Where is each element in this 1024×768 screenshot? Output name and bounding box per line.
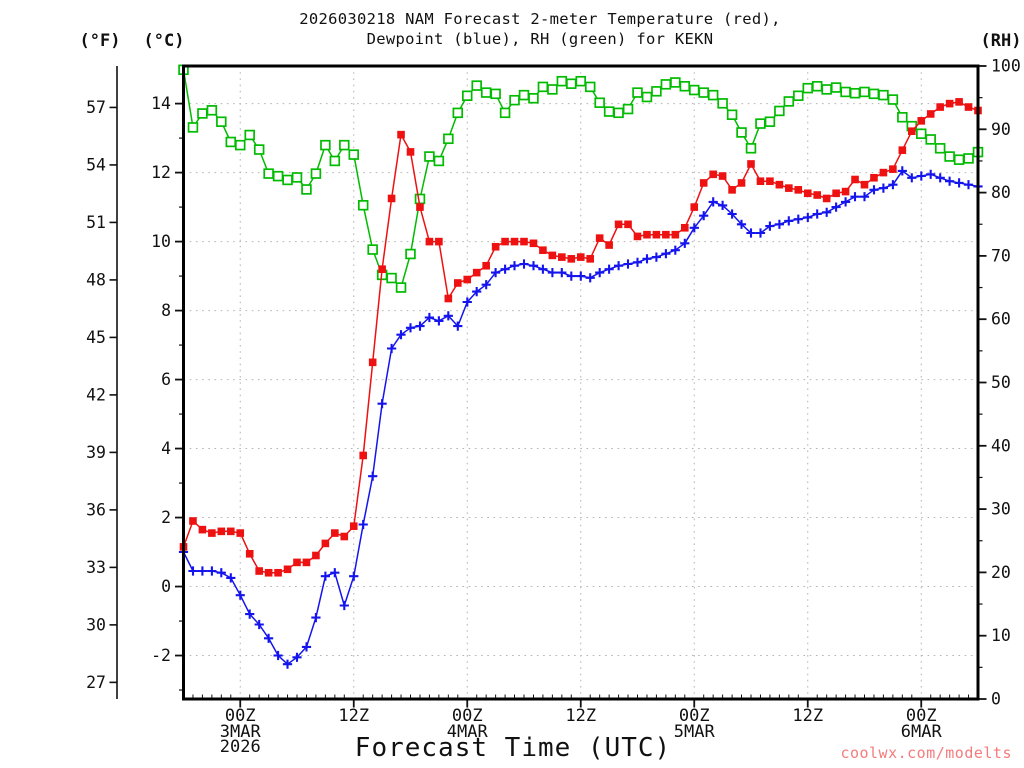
rh-series bbox=[178, 64, 984, 293]
chart-title-line2: Dewpoint (blue), RH (green) for KEKN bbox=[366, 30, 714, 48]
x-tick-year-label: 2026 bbox=[220, 737, 261, 757]
fahrenheit-tick-label: 42 bbox=[86, 385, 106, 404]
plot-frame bbox=[182, 64, 980, 701]
celsius-axis-header: (°C) bbox=[143, 31, 185, 51]
celsius-tick-label: 12 bbox=[151, 163, 171, 182]
x-tick-date-label: 6MAR bbox=[901, 722, 943, 742]
fahrenheit-tick-label: 36 bbox=[86, 500, 106, 519]
x-tick-date-label: 5MAR bbox=[674, 722, 716, 742]
fahrenheit-tick-label: 54 bbox=[86, 155, 106, 174]
x-tick-time-label: 00Z bbox=[906, 706, 937, 726]
x-tick-date-label: 4MAR bbox=[447, 722, 489, 742]
fahrenheit-tick-label: 57 bbox=[86, 98, 106, 117]
celsius-tick-label: 8 bbox=[161, 301, 171, 320]
fahrenheit-tick-label: 51 bbox=[86, 213, 106, 232]
watermark-link[interactable]: coolwx.com/modelts bbox=[840, 744, 1012, 762]
dewpoint-series bbox=[178, 166, 983, 669]
x-tick-time-label: 00Z bbox=[225, 706, 256, 726]
temperature-series bbox=[179, 98, 982, 577]
rh-tick-label: 0 bbox=[991, 690, 1001, 709]
rh-tick-label: 80 bbox=[991, 183, 1011, 202]
rh-tick-label: 40 bbox=[991, 436, 1011, 455]
x-tick-time-label: 12Z bbox=[565, 706, 596, 726]
celsius-tick-label: 6 bbox=[161, 370, 171, 389]
rh-tick-label: 70 bbox=[991, 246, 1011, 265]
rh-tick-label: 10 bbox=[991, 626, 1011, 645]
celsius-axis: 14 12 10 8 6 4 2 0 -2 bbox=[151, 68, 184, 691]
fahrenheit-axis: 57 54 51 48 45 42 39 36 33 30 27 bbox=[86, 66, 118, 699]
celsius-tick-label: 10 bbox=[151, 232, 171, 251]
x-tick-time-label: 12Z bbox=[338, 706, 369, 726]
fahrenheit-tick-label: 30 bbox=[86, 615, 106, 634]
fahrenheit-tick-label: 39 bbox=[86, 443, 106, 462]
fahrenheit-tick-label: 48 bbox=[86, 270, 106, 289]
rh-tick-label: 30 bbox=[991, 500, 1011, 519]
chart-title-line1: 2026030218 NAM Forecast 2-meter Temperat… bbox=[299, 10, 781, 28]
fahrenheit-tick-label: 45 bbox=[86, 328, 106, 347]
x-tick-time-label: 00Z bbox=[452, 706, 483, 726]
fahrenheit-axis-header: (°F) bbox=[79, 31, 121, 51]
rh-tick-label: 90 bbox=[991, 120, 1011, 139]
celsius-tick-label: 4 bbox=[161, 439, 171, 458]
celsius-tick-label: -2 bbox=[151, 646, 171, 665]
fahrenheit-tick-label: 33 bbox=[86, 558, 106, 577]
gridlines bbox=[183, 66, 978, 699]
rh-tick-label: 100 bbox=[991, 57, 1021, 76]
celsius-tick-label: 2 bbox=[161, 508, 171, 527]
fahrenheit-tick-label: 27 bbox=[86, 673, 106, 692]
rh-axis-header: (RH) bbox=[980, 31, 1022, 51]
x-tick-date-label: 3MAR bbox=[220, 722, 262, 742]
celsius-tick-label: 14 bbox=[151, 94, 171, 113]
rh-tick-label: 20 bbox=[991, 563, 1011, 582]
x-axis-title: Forecast Time (UTC) bbox=[354, 733, 672, 763]
x-tick-time-label: 00Z bbox=[679, 706, 710, 726]
celsius-tick-label: 0 bbox=[161, 577, 171, 596]
rh-tick-label: 60 bbox=[991, 310, 1011, 329]
x-tick-time-label: 12Z bbox=[792, 706, 823, 726]
rh-tick-label: 50 bbox=[991, 373, 1011, 392]
